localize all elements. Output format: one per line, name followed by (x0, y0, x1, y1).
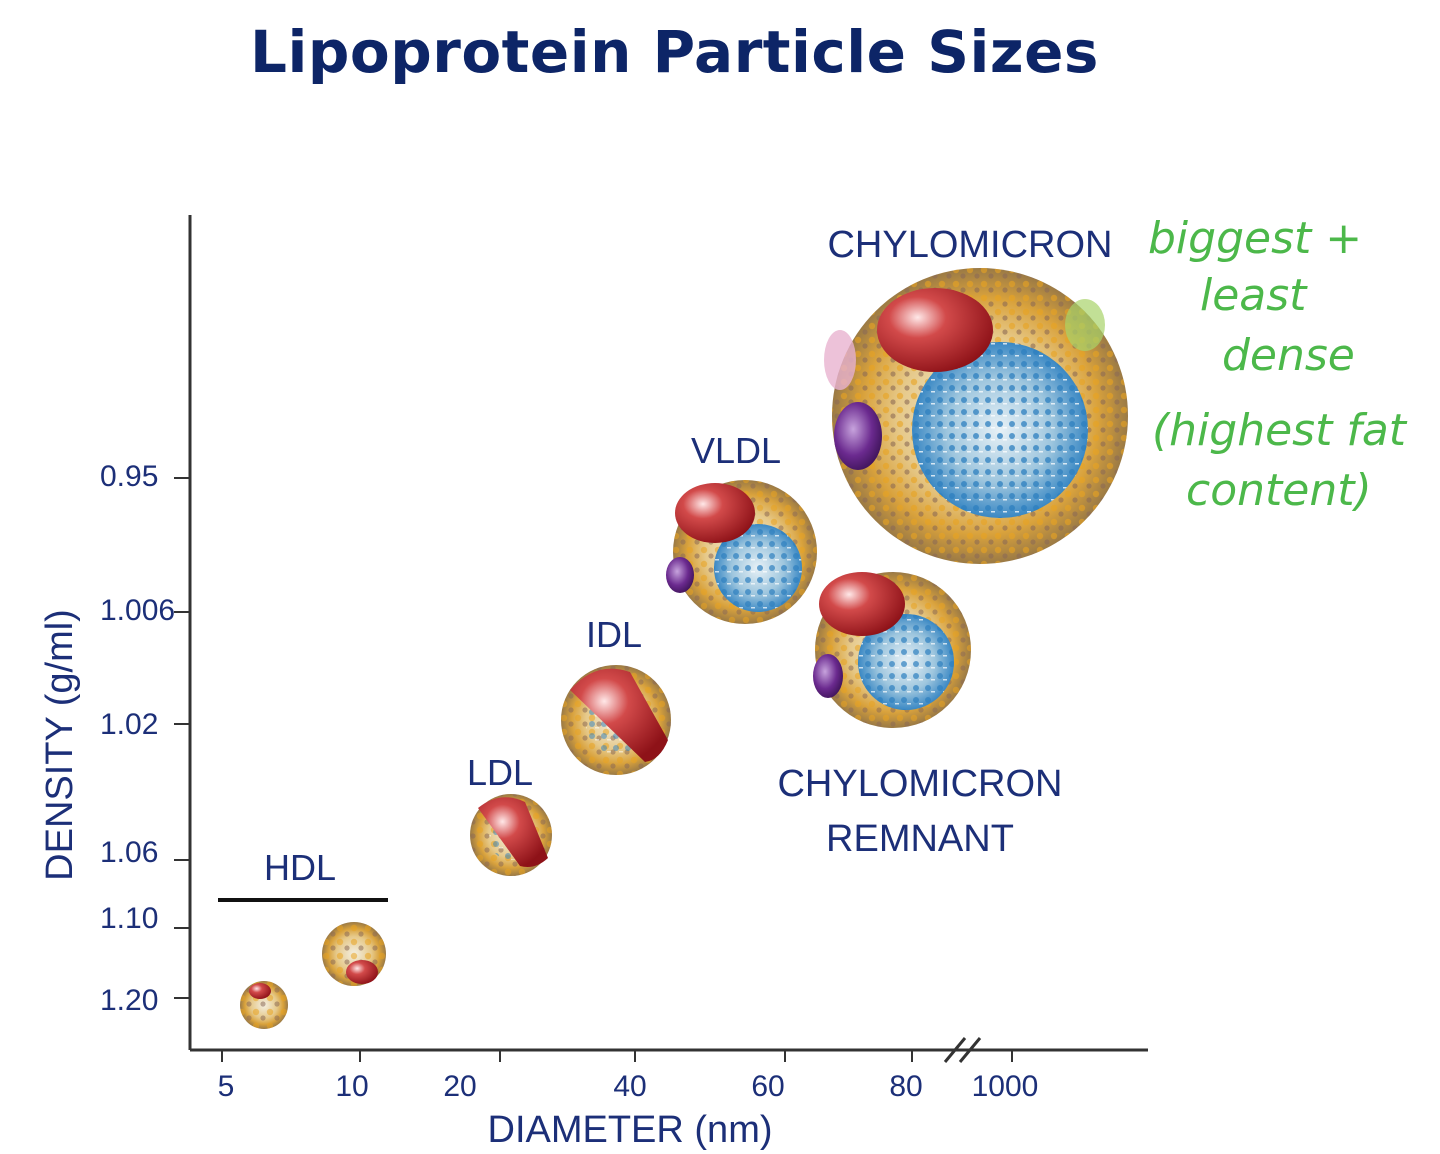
idl-label: IDL (586, 614, 642, 655)
hdl-particle-large (322, 922, 386, 986)
ldl-label: LDL (467, 752, 533, 793)
vldl-label: VLDL (691, 430, 781, 471)
remnant-label-line-2: REMNANT (826, 818, 1014, 860)
annotation-line: content) (1186, 465, 1372, 516)
handwritten-annotation: biggest + least dense (highest fat conte… (1148, 213, 1408, 516)
axes: 0.95 1.006 1.02 1.06 1.10 1.20 5 10 20 4… (39, 215, 1148, 1151)
annotation-line: (highest fat (1152, 405, 1408, 456)
x-tick-label: 40 (613, 1070, 646, 1103)
y-axis-title: DENSITY (g/ml) (39, 609, 81, 881)
vldl-particle (666, 480, 817, 624)
x-tick-label: 20 (443, 1070, 476, 1103)
x-axis-break (943, 1037, 982, 1063)
chylomicron-particle (824, 268, 1128, 564)
y-tick-label: 1.06 (100, 836, 158, 869)
x-tick-marks (221, 1050, 1013, 1062)
y-tick-label: 1.02 (100, 708, 158, 741)
x-tick-label: 5 (218, 1070, 235, 1103)
ldl-particle (470, 794, 552, 876)
idl-particle (561, 665, 671, 775)
y-tick-label: 0.95 (100, 460, 158, 493)
x-tick-label: 60 (751, 1070, 784, 1103)
x-tick-label: 80 (889, 1070, 922, 1103)
remnant-label-line-1: CHYLOMICRON (777, 763, 1062, 805)
y-tick-label: 1.20 (100, 984, 158, 1017)
y-tick-marks (174, 477, 190, 999)
chylomicron-label: CHYLOMICRON (827, 224, 1112, 266)
y-tick-label: 1.10 (100, 902, 158, 935)
x-axis-title: DIAMETER (nm) (488, 1109, 773, 1151)
x-tick-label: 1000 (972, 1070, 1039, 1103)
chylomicron-remnant-particle (813, 572, 971, 728)
annotation-line: biggest + (1148, 213, 1362, 264)
x-tick-label: 10 (335, 1070, 368, 1103)
page-title: Lipoprotein Particle Sizes (250, 18, 1099, 86)
hdl-label: HDL (264, 847, 336, 888)
annotation-line: least (1200, 270, 1308, 321)
annotation-line: dense (1222, 330, 1355, 381)
y-tick-label: 1.006 (100, 594, 175, 627)
hdl-particle-small (240, 981, 288, 1029)
